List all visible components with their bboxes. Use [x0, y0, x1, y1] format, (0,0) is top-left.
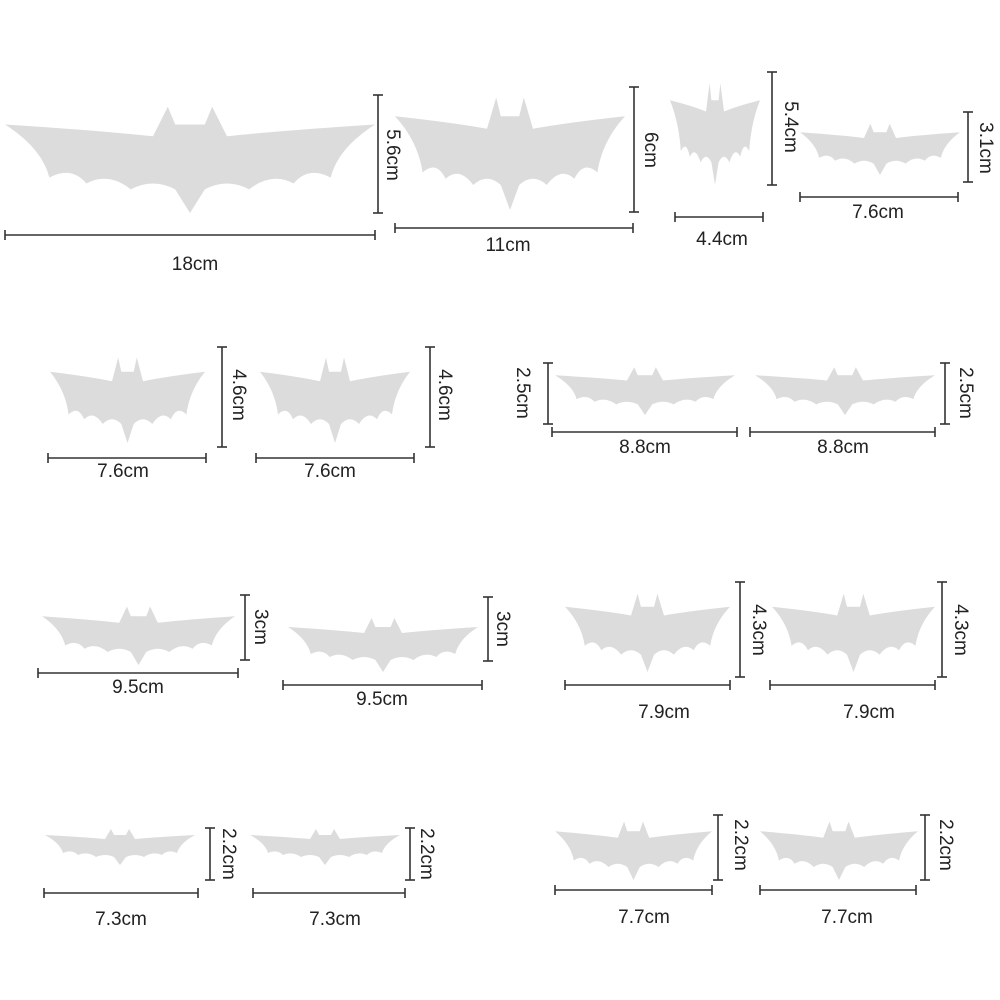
width-label: 7.3cm: [95, 909, 147, 930]
width-label: 7.9cm: [638, 702, 690, 723]
width-label: 4.4cm: [696, 229, 748, 250]
height-label: 3.1cm: [975, 122, 996, 174]
height-label: 2.2cm: [935, 819, 956, 871]
width-label: 7.7cm: [618, 907, 670, 928]
bat-shape: [288, 618, 478, 672]
bat-shape: [800, 123, 960, 175]
height-label: 2.5cm: [955, 367, 976, 419]
bat-shape: [42, 606, 235, 665]
width-label: 8.8cm: [619, 437, 671, 458]
height-label: 3cm: [492, 611, 513, 647]
height-label: 2.5cm: [512, 367, 533, 419]
bat-shape: [555, 821, 712, 880]
width-label: 7.3cm: [309, 909, 361, 930]
bat-shape: [50, 357, 205, 443]
bat-shape: [395, 97, 625, 210]
width-label: 7.6cm: [852, 202, 904, 223]
bat-shape: [45, 829, 195, 865]
width-label: 9.5cm: [112, 677, 164, 698]
width-label: 7.9cm: [843, 702, 895, 723]
bat-shape: [760, 821, 918, 880]
height-label: 4.3cm: [950, 604, 971, 656]
height-label: 5.4cm: [780, 101, 801, 153]
width-label: 9.5cm: [356, 689, 408, 710]
height-label: 3cm: [250, 609, 271, 645]
height-label: 2.2cm: [416, 828, 437, 880]
height-label: 5.6cm: [382, 129, 403, 181]
bat-shape: [260, 357, 410, 443]
width-label: 8.8cm: [817, 437, 869, 458]
height-label: 6cm: [640, 132, 661, 168]
width-label: 7.7cm: [821, 907, 873, 928]
height-label: 2.2cm: [730, 819, 751, 871]
bat-shape: [772, 593, 935, 672]
bat-shape: [670, 83, 760, 185]
width-label: 7.6cm: [304, 461, 356, 482]
height-label: 2.2cm: [218, 828, 239, 880]
width-label: 11cm: [485, 235, 530, 256]
bat-shape: [555, 367, 735, 415]
height-label: 4.3cm: [748, 604, 769, 656]
bat-shape: [5, 106, 375, 213]
bat-shape: [250, 829, 400, 865]
width-label: 18cm: [172, 254, 218, 275]
width-label: 7.6cm: [97, 461, 149, 482]
bat-shape: [565, 593, 730, 672]
height-label: 4.6cm: [228, 369, 249, 421]
bat-shape: [755, 367, 935, 415]
height-label: 4.6cm: [434, 369, 455, 421]
